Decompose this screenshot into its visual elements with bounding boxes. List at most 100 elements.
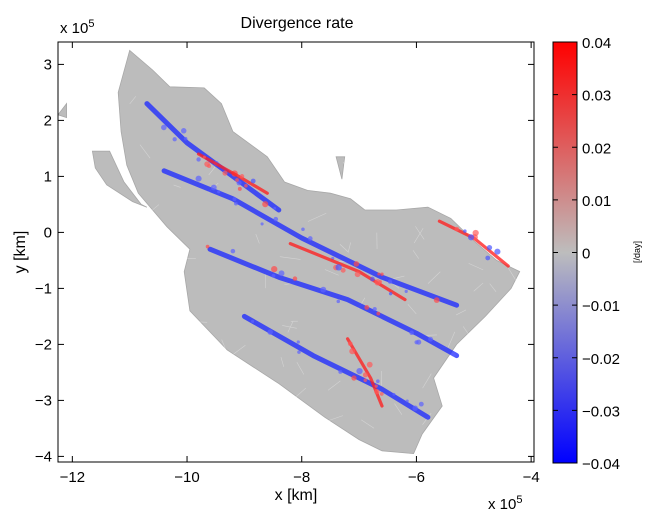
mesh-cell [161, 124, 167, 131]
y-tick-label: −4 [35, 448, 52, 465]
colorbar-tick-label: −0.01 [582, 298, 620, 315]
x-tick-label: −6 [408, 469, 425, 486]
mesh-edge [407, 304, 417, 315]
mesh-cell [494, 248, 501, 255]
mesh-cell [418, 401, 424, 407]
mesh-edge [430, 85, 432, 96]
mesh-edge [498, 178, 507, 184]
mesh-cell [340, 267, 346, 273]
mesh-edge [186, 321, 208, 323]
mesh-edge [447, 331, 456, 348]
mesh-cell [433, 297, 440, 303]
mesh-cell [237, 186, 242, 191]
mesh-edge [394, 403, 403, 415]
colorbar-tick-label: 0.03 [582, 88, 611, 105]
mesh-cell [202, 155, 206, 159]
mesh-cell [271, 273, 276, 278]
x-tick-label: −8 [293, 469, 310, 486]
mesh-cell [379, 392, 384, 396]
mesh-cell [404, 289, 408, 293]
mesh-edge [290, 387, 307, 402]
mesh-edge [129, 380, 133, 387]
mesh-edge [412, 250, 419, 259]
mesh-cell [196, 157, 201, 162]
mesh-edge [412, 110, 421, 113]
band-ridge-d [196, 152, 269, 195]
mesh-cell [372, 306, 377, 312]
y-tick-label: 0 [44, 224, 52, 241]
mesh-edge [395, 107, 415, 118]
x-tick-label: −10 [174, 469, 199, 486]
x-axis-label: x [km] [275, 487, 318, 504]
mesh-cell [387, 279, 393, 284]
mesh-edge [432, 141, 437, 161]
mesh-edge [455, 107, 475, 116]
colorbar-tick-label: 0 [582, 246, 590, 263]
mesh-cell [376, 379, 380, 384]
mesh-edge [434, 101, 451, 107]
mesh-edge [307, 212, 327, 222]
mesh-cell [222, 170, 228, 176]
mesh-cell [271, 265, 278, 273]
mesh-edge [496, 220, 503, 238]
mesh-cell [273, 216, 279, 222]
mesh-cell [320, 286, 327, 293]
mesh-cell [235, 178, 239, 182]
mesh-edge [468, 263, 484, 271]
mesh-cell [210, 184, 217, 191]
ice-floe [335, 156, 346, 180]
mesh-cell [239, 174, 245, 179]
mesh-cell [232, 197, 237, 202]
mesh-cell [376, 311, 381, 316]
colorbar-tick-label: −0.04 [582, 456, 620, 473]
y-exponent-label: x 105 [60, 18, 94, 37]
mesh-cell [349, 348, 356, 355]
mesh-cell [244, 184, 248, 188]
mesh-edge [324, 269, 339, 276]
mesh-cell [486, 245, 493, 251]
mesh-cell [374, 384, 378, 388]
mesh-edge [483, 403, 490, 415]
mesh-cell [354, 271, 361, 278]
mesh-edge [414, 117, 425, 120]
mesh-edge [287, 320, 294, 333]
mesh-cell [356, 367, 363, 375]
mesh-cell [405, 399, 409, 403]
mesh-cell [234, 201, 238, 206]
mesh-edge [327, 380, 341, 391]
mesh-cell [377, 272, 381, 276]
mesh-edge [155, 424, 160, 434]
mesh-edge [473, 331, 482, 350]
mesh-edge [427, 271, 441, 284]
mesh-cell [374, 389, 380, 395]
ice-mesh [58, 49, 521, 455]
mesh-edge [413, 228, 424, 244]
mesh-cell [366, 361, 373, 368]
mesh-cell [370, 276, 375, 282]
mesh-edge [473, 282, 484, 292]
mesh-cell [353, 261, 360, 267]
mesh-cell [183, 136, 188, 141]
mesh-cell [267, 329, 273, 335]
mesh-cell [428, 336, 433, 342]
mesh-cell [260, 222, 264, 226]
colorbar-tick-label: 0.02 [582, 140, 611, 157]
mesh-edge [129, 96, 137, 105]
mesh-cell [380, 272, 384, 276]
mesh-edge [342, 161, 352, 176]
y-tick-label: 3 [44, 56, 52, 73]
y-tick-label: −3 [35, 392, 52, 409]
mesh-cell [292, 276, 298, 281]
mesh-cell [338, 369, 343, 374]
mesh-cell [335, 264, 342, 271]
mesh-cell [472, 229, 479, 237]
mesh-cell [362, 372, 369, 378]
band-lead-lower [241, 313, 431, 420]
colorbar-label: [/day] [632, 241, 642, 263]
mesh-edge [323, 415, 343, 423]
mesh-cell [278, 270, 285, 277]
mesh-cell [204, 161, 210, 168]
mesh-edge [296, 362, 305, 375]
colorbar-ticks: 0.04 0.03 0.02 0.01 0 −0.01 −0.02 −0.03 −0.04 [553, 35, 620, 473]
